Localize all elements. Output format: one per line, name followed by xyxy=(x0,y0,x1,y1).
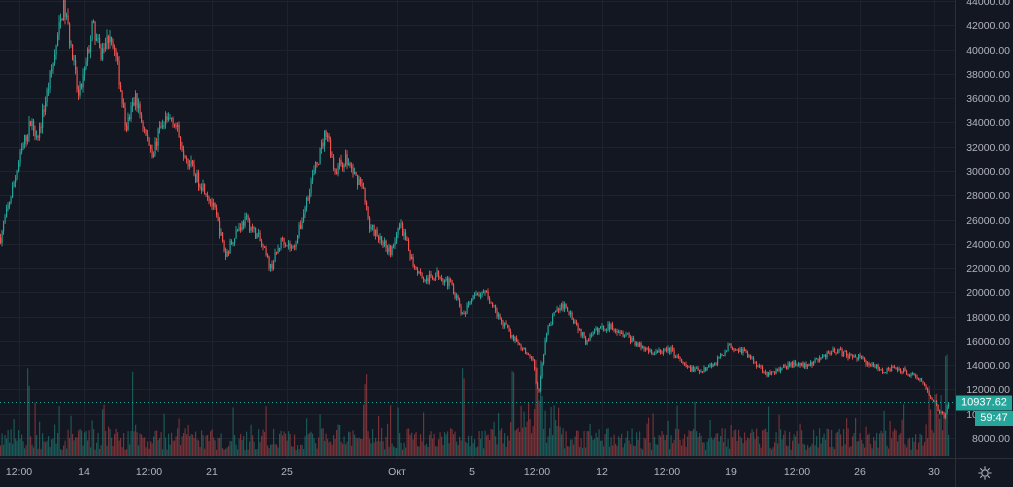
price-tick-label: 36000.00 xyxy=(966,92,1010,105)
time-tick-label: 14 xyxy=(78,466,90,478)
time-tick-label: 19 xyxy=(725,466,737,478)
time-axis[interactable]: 12:00 14 12:00 21 25 Окт 5 12:00 12 12:00 19 12:00 2… xyxy=(0,458,955,487)
price-tick-label: 38000.00 xyxy=(966,68,1010,81)
price-tick-label: 18000.00 xyxy=(966,311,1010,324)
time-tick-label: 12:00 xyxy=(135,466,163,478)
time-tick-label: 30 xyxy=(928,466,940,478)
volume-bars xyxy=(0,354,950,456)
chart-plot-area[interactable] xyxy=(0,0,955,458)
price-tick-label: 30000.00 xyxy=(966,165,1010,178)
time-tick-label: 12:00 xyxy=(653,466,681,478)
price-axis[interactable]: 44000.00 42000.00 40000.00 38000.00 36000.00… xyxy=(955,0,1013,458)
price-tick-label: 8000.00 xyxy=(972,432,1010,445)
price-tick-label: 40000.00 xyxy=(966,44,1010,57)
price-tick-label: 24000.00 xyxy=(966,238,1010,251)
time-tick-label: 12 xyxy=(596,466,608,478)
time-tick-label: 25 xyxy=(281,466,293,478)
grid-lines xyxy=(0,0,955,458)
price-tick-label: 42000.00 xyxy=(966,19,1010,32)
price-tick-label: 20000.00 xyxy=(966,286,1010,299)
time-tick-label: 12:00 xyxy=(5,466,33,478)
price-tick-label: 14000.00 xyxy=(966,359,1010,372)
time-tick-label: 5 xyxy=(469,466,475,478)
price-tick-label: 12000.00 xyxy=(966,383,1010,396)
time-tick-label: Окт xyxy=(388,466,406,478)
price-tick-label: 34000.00 xyxy=(966,116,1010,129)
price-candles xyxy=(0,0,950,420)
time-tick-label: 21 xyxy=(206,466,218,478)
price-tick-label: 44000.00 xyxy=(966,0,1010,8)
chart-settings-button[interactable] xyxy=(955,458,1013,487)
last-price-label: 10937.62 xyxy=(956,395,1012,410)
price-tick-label: 32000.00 xyxy=(966,141,1010,154)
time-tick-label: 26 xyxy=(854,466,866,478)
price-tick-label: 22000.00 xyxy=(966,262,1010,275)
price-tick-label: 26000.00 xyxy=(966,214,1010,227)
price-tick-label: 16000.00 xyxy=(966,335,1010,348)
bar-countdown-label: 59:47 xyxy=(975,410,1013,426)
time-tick-label: 12:00 xyxy=(523,466,551,478)
price-tick-label: 28000.00 xyxy=(966,189,1010,202)
gear-icon xyxy=(978,466,992,480)
time-tick-label: 12:00 xyxy=(783,466,811,478)
